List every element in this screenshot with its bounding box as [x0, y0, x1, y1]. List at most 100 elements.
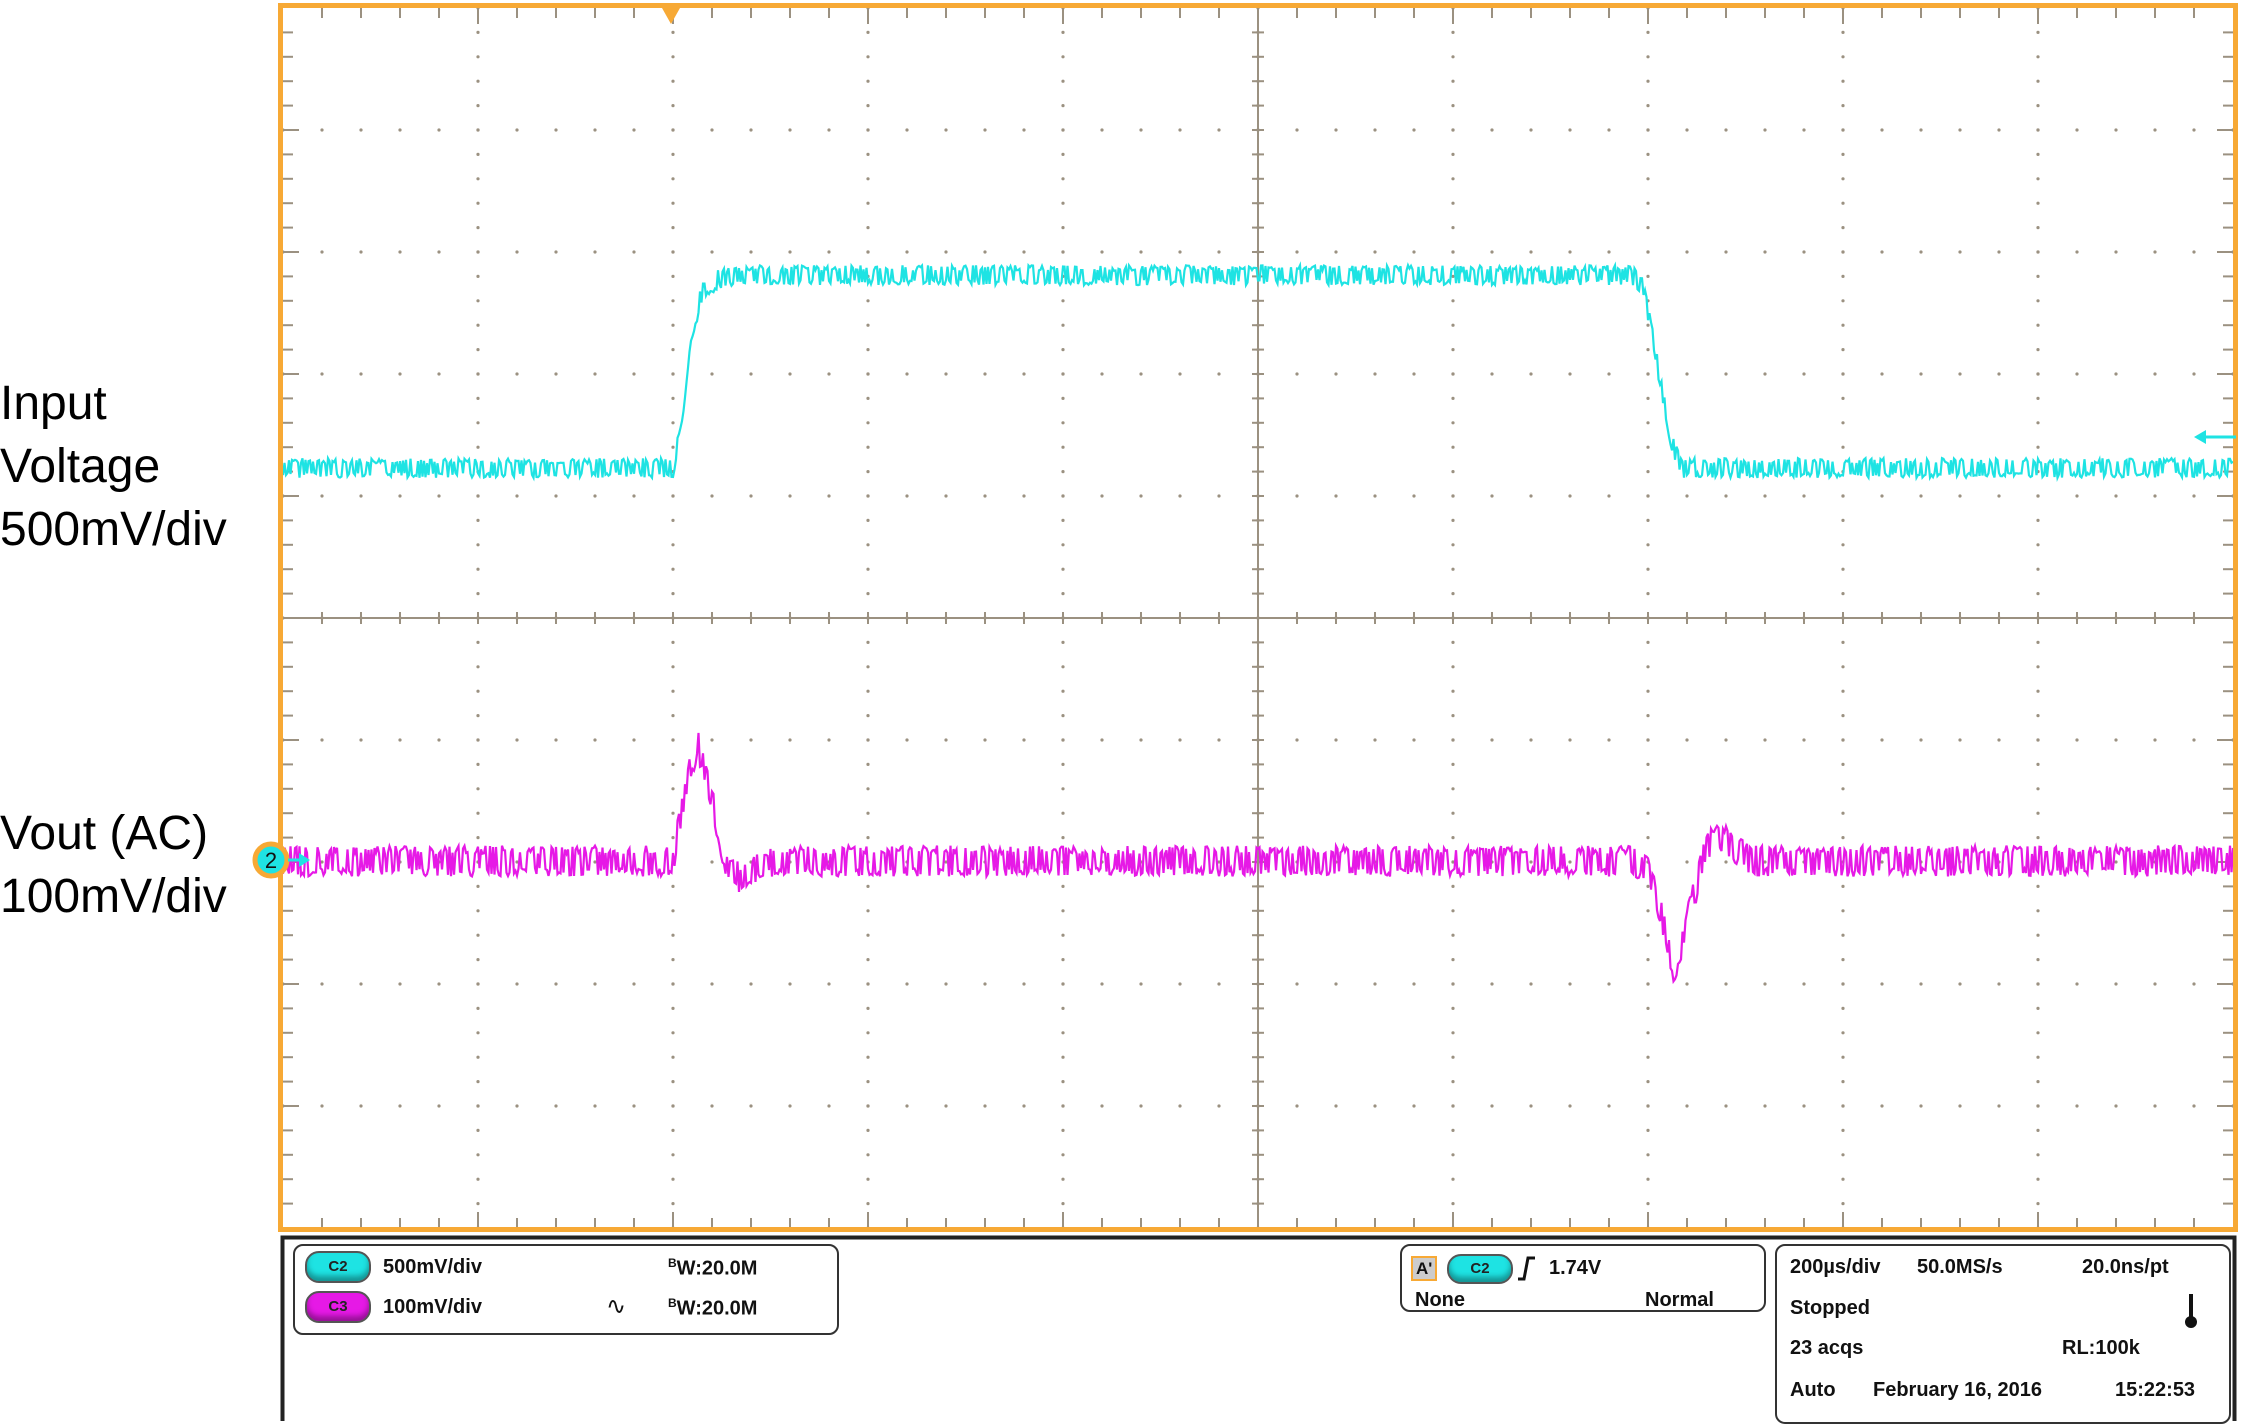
- grid-dot: [476, 836, 480, 840]
- grid-dot: [1451, 543, 1455, 547]
- grid-dot: [593, 372, 597, 376]
- grid-dot: [1061, 323, 1065, 327]
- grid-dot: [476, 1153, 480, 1157]
- grid-dot: [1529, 128, 1533, 132]
- grid-dot: [2153, 1104, 2157, 1108]
- grid-dot: [1061, 128, 1065, 132]
- grid-dot: [398, 250, 402, 254]
- grid-dot: [1022, 494, 1026, 498]
- grid-dot: [2036, 1080, 2040, 1084]
- grid-dot: [671, 445, 675, 449]
- grid-dot: [1451, 1080, 1455, 1084]
- grid-dot: [1373, 738, 1377, 742]
- grid-dot: [593, 494, 597, 498]
- grid-dot: [1061, 30, 1065, 34]
- grid-dot: [1061, 1202, 1065, 1206]
- grid-dot: [2036, 811, 2040, 815]
- grid-dot: [320, 1104, 324, 1108]
- grid-dot: [1841, 689, 1845, 693]
- grid-dot: [1061, 787, 1065, 791]
- grid-dot: [671, 421, 675, 425]
- grid-dot: [983, 494, 987, 498]
- grid-dot: [359, 128, 363, 132]
- grid-dot: [1802, 128, 1806, 132]
- grid-dot: [1841, 201, 1845, 205]
- grid-dot: [671, 1006, 675, 1011]
- grid-dot: [788, 1104, 792, 1108]
- grid-dot: [1841, 177, 1845, 181]
- c2-offset-marker[interactable]: [2194, 430, 2236, 444]
- grid-dot: [866, 30, 870, 34]
- grid-dot: [1451, 226, 1455, 230]
- grid-dot: [1100, 738, 1104, 742]
- grid-dot: [1373, 494, 1377, 498]
- grid-dot: [1685, 372, 1689, 376]
- c3-scale[interactable]: 100mV/div: [383, 1296, 482, 1318]
- timebase[interactable]: 200µs/div: [1790, 1256, 1881, 1278]
- c2-channel-badge[interactable]: C2: [305, 1251, 371, 1283]
- grid-dot: [827, 250, 831, 254]
- grid-dot: [2192, 738, 2196, 742]
- c3-channel-badge[interactable]: C3: [305, 1291, 371, 1323]
- grid-dot: [671, 543, 675, 547]
- grid-dot: [1490, 128, 1494, 132]
- grid-dot: [944, 860, 948, 864]
- grid-dot: [2036, 299, 2040, 303]
- grid-dot: [1646, 836, 1650, 840]
- grid-dot: [1607, 250, 1611, 254]
- grid-dot: [1451, 1153, 1455, 1157]
- c3-bandwidth-prefix: B: [668, 1296, 677, 1310]
- grid-dot: [1763, 128, 1767, 132]
- grid-dot: [1841, 274, 1845, 278]
- grid-dot: [1451, 396, 1455, 400]
- grid-dot: [398, 982, 402, 986]
- c2-bandwidth-prefix: B: [668, 1256, 677, 1270]
- grid-dot: [515, 372, 519, 376]
- grid-dot: [866, 250, 870, 254]
- grid-dot: [1646, 177, 1650, 181]
- grid-dot: [1841, 836, 1845, 840]
- grid-dot: [1451, 299, 1455, 303]
- grid-dot: [1061, 1153, 1065, 1157]
- grid-dot: [1451, 55, 1455, 59]
- grid-dot: [1841, 250, 1845, 254]
- grid-dot: [1841, 640, 1845, 645]
- grid-dot: [1451, 567, 1455, 571]
- grid-dot: [1295, 494, 1299, 498]
- grid-dot: [788, 128, 792, 132]
- grid-dot: [1295, 372, 1299, 376]
- grid-dot: [1061, 592, 1065, 596]
- trigger-label: A': [1411, 1256, 1438, 1281]
- grid-dot: [1646, 665, 1650, 669]
- grid-dot: [1841, 592, 1845, 596]
- grid-dot: [1958, 494, 1962, 498]
- grid-dot: [2114, 1104, 2118, 1108]
- grid-dot: [749, 738, 753, 742]
- grid-dot: [1841, 30, 1845, 34]
- grid-dot: [1061, 518, 1065, 523]
- grid-dot: [1490, 250, 1494, 254]
- grid-dot: [1451, 201, 1455, 205]
- grid-dot: [1880, 128, 1884, 132]
- grid-dot: [476, 104, 480, 108]
- input-voltage-label-line2: Voltage: [0, 440, 161, 493]
- grid-dot: [1919, 738, 1923, 742]
- grid-dot: [476, 226, 480, 230]
- grid-dot: [359, 738, 363, 742]
- vout-scale-label: 100mV/div: [0, 870, 227, 923]
- grid-dot: [1685, 738, 1689, 742]
- grid-dot: [632, 494, 636, 498]
- trigger-level[interactable]: 1.74V: [1549, 1257, 1602, 1279]
- trigger-source-badge[interactable]: C2: [1447, 1254, 1513, 1284]
- trigger-position-marker[interactable]: [662, 8, 680, 24]
- grid-dot: [476, 55, 480, 59]
- grid-dot: [2075, 372, 2079, 376]
- c2-scale[interactable]: 500mV/div: [383, 1256, 482, 1278]
- grid-dot: [2036, 543, 2040, 547]
- grid-dot: [1061, 884, 1065, 889]
- grid-dot: [1763, 982, 1767, 986]
- channel-ground-marker[interactable]: 2: [252, 841, 310, 879]
- grid-dot: [1061, 909, 1065, 913]
- grid-dot: [1958, 128, 1962, 132]
- grid-dot: [1646, 274, 1650, 278]
